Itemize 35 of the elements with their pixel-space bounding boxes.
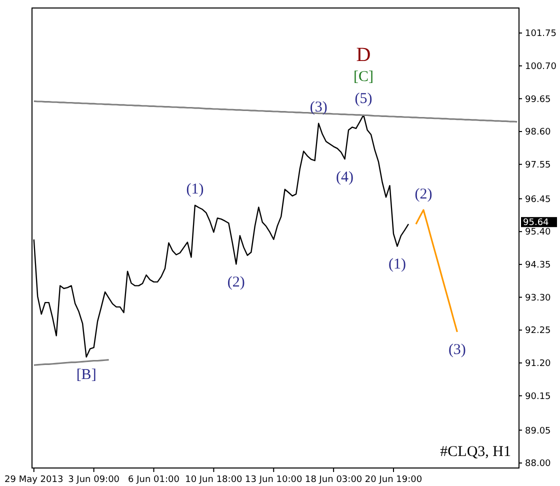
x-tick-label: 13 Jun 10:00 bbox=[245, 475, 302, 485]
y-tick-label: 92.25 bbox=[525, 326, 551, 336]
y-tick-label: 100.70 bbox=[525, 62, 557, 72]
annotation: (3) bbox=[448, 342, 466, 358]
x-tick-label: 20 Jun 19:00 bbox=[364, 475, 422, 485]
y-tick-label: 94.35 bbox=[525, 260, 551, 271]
annotation: (1) bbox=[186, 182, 204, 198]
x-tick-label: 29 May 2013 bbox=[4, 475, 64, 485]
y-tick-label: 91.20 bbox=[525, 359, 552, 370]
y-tick-label: 99.65 bbox=[525, 94, 551, 105]
y-tick-label: 101.75 bbox=[525, 29, 556, 40]
annotation: (4) bbox=[336, 169, 354, 186]
annotation: [C] bbox=[354, 69, 374, 86]
y-tick-label: 93.30 bbox=[525, 293, 552, 304]
annotation: (1) bbox=[388, 256, 406, 273]
annotation: D bbox=[356, 44, 371, 66]
y-tick-label: 97.55 bbox=[525, 160, 551, 171]
x-tick-label: 10 Jun 18:00 bbox=[185, 475, 243, 485]
annotation: (2) bbox=[414, 186, 432, 202]
y-tick-label: 90.15 bbox=[525, 392, 551, 402]
x-tick-label: 18 Jun 03:00 bbox=[304, 475, 362, 485]
annotation: (3) bbox=[310, 100, 328, 116]
y-tick-label: 95.40 bbox=[525, 228, 552, 238]
y-tick-label: 88.00 bbox=[525, 459, 552, 470]
x-tick-label: 3 Jun 09:00 bbox=[68, 475, 120, 485]
x-tick-label: 6 Jun 01:00 bbox=[128, 475, 180, 485]
annotation: [B] bbox=[76, 367, 96, 384]
y-tick-label: 98.60 bbox=[525, 128, 552, 138]
y-tick-label: 89.05 bbox=[525, 426, 551, 436]
annotation: (2) bbox=[227, 274, 245, 290]
annotation: (5) bbox=[354, 91, 372, 108]
text: 95.64 bbox=[523, 218, 550, 228]
y-tick-label: 96.45 bbox=[525, 194, 551, 205]
line-series bbox=[415, 209, 458, 333]
annotation: #CLQ3, H1 bbox=[440, 444, 511, 460]
